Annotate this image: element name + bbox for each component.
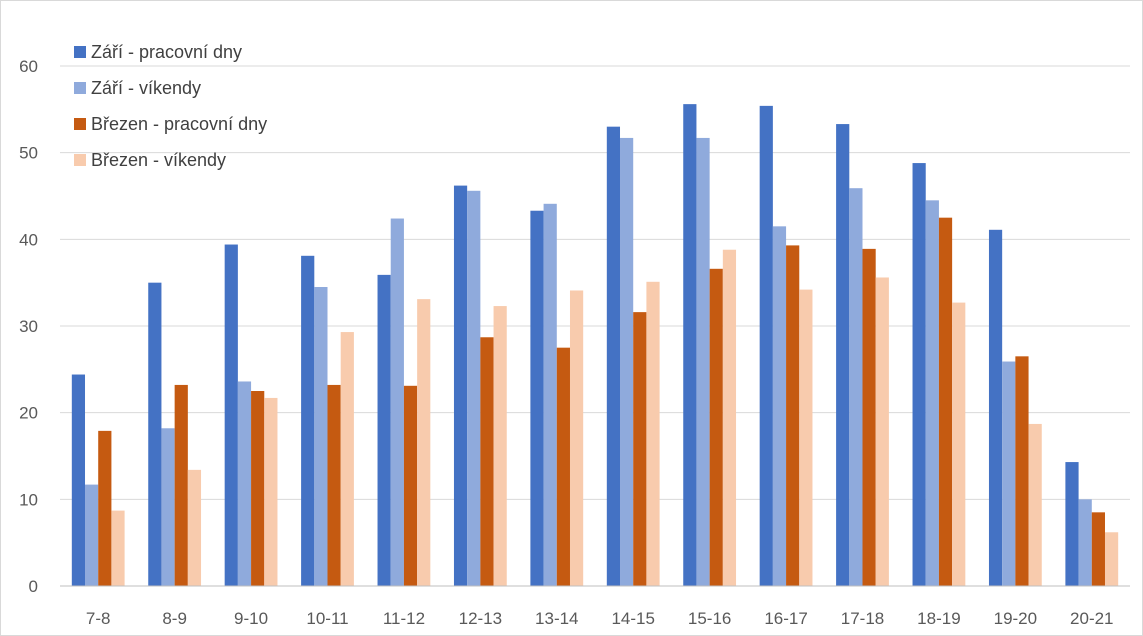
x-tick-label: 8-9 xyxy=(162,609,187,628)
bar xyxy=(453,185,468,586)
legend-label: Září - pracovní dny xyxy=(91,42,242,62)
bar xyxy=(606,126,621,587)
legend-label: Březen - pracovní dny xyxy=(91,114,267,134)
bar xyxy=(759,105,773,587)
bar xyxy=(988,229,1003,587)
legend-swatch xyxy=(74,82,86,94)
bar xyxy=(836,124,850,586)
x-tick-label: 18-19 xyxy=(917,609,960,628)
bar xyxy=(224,244,238,586)
bar xyxy=(390,218,404,586)
bar xyxy=(683,104,697,586)
y-tick-label: 30 xyxy=(19,317,38,336)
bar xyxy=(556,347,570,586)
legend-swatch xyxy=(74,118,86,130)
bars xyxy=(71,104,1119,587)
x-tick-label: 12-13 xyxy=(459,609,502,628)
bar xyxy=(237,381,252,586)
legend-swatch xyxy=(74,46,86,58)
bar xyxy=(543,203,557,587)
series-2 xyxy=(98,217,1105,587)
bar xyxy=(722,249,737,587)
bar xyxy=(71,374,86,586)
legend-item: Březen - víkendy xyxy=(74,150,226,170)
x-tick-label: 20-21 xyxy=(1070,609,1113,628)
bar xyxy=(620,137,634,586)
bar xyxy=(264,397,278,586)
legend: Září - pracovní dny Září - víkendy Březen … xyxy=(74,42,267,170)
bar xyxy=(530,210,544,587)
x-tick-label: 15-16 xyxy=(688,609,731,628)
bar xyxy=(952,302,966,586)
x-tick-label: 17-18 xyxy=(841,609,884,628)
bar xyxy=(633,312,647,586)
y-axis-ticks: 0 10 20 30 40 50 60 xyxy=(19,57,38,596)
bar xyxy=(799,289,813,586)
y-tick-label: 20 xyxy=(19,404,38,423)
bar xyxy=(314,287,328,586)
bar xyxy=(849,188,863,586)
x-tick-label: 13-14 xyxy=(535,609,578,628)
bar xyxy=(709,268,723,586)
bar xyxy=(569,290,584,586)
x-tick-label: 7-8 xyxy=(86,609,111,628)
bar xyxy=(111,510,125,586)
bar xyxy=(1078,499,1092,586)
y-tick-label: 60 xyxy=(19,57,38,76)
legend-item: Září - pracovní dny xyxy=(74,42,242,62)
bar xyxy=(377,274,391,586)
x-axis-ticks: 7-8 8-9 9-10 10-11 11-12 12-13 13-14 14-15 15-16… xyxy=(86,609,1114,628)
y-tick-label: 10 xyxy=(19,490,38,509)
bar xyxy=(493,306,507,586)
series-0 xyxy=(71,104,1079,587)
legend-label: Září - víkendy xyxy=(91,78,201,98)
legend-item: Září - víkendy xyxy=(74,78,201,98)
x-tick-label: 16-17 xyxy=(764,609,807,628)
x-tick-label: 11-12 xyxy=(383,609,425,628)
bar xyxy=(98,430,112,586)
bar xyxy=(187,469,202,586)
bar xyxy=(148,282,162,586)
x-tick-label: 14-15 xyxy=(611,609,654,628)
bar xyxy=(340,332,354,586)
x-tick-label: 19-20 xyxy=(994,609,1037,628)
bar xyxy=(1028,423,1042,586)
bar xyxy=(696,137,710,586)
legend-swatch xyxy=(74,154,86,166)
legend-item: Březen - pracovní dny xyxy=(74,114,267,134)
series-1 xyxy=(85,137,1092,587)
bar xyxy=(646,281,660,586)
y-tick-label: 50 xyxy=(19,144,38,163)
bar xyxy=(403,385,418,586)
y-tick-label: 40 xyxy=(19,230,38,249)
x-tick-label: 9-10 xyxy=(234,609,268,628)
bar xyxy=(1002,361,1016,586)
bar xyxy=(161,428,175,586)
bar xyxy=(1065,462,1079,586)
bar xyxy=(938,217,953,587)
legend-label: Březen - víkendy xyxy=(91,150,226,170)
bar xyxy=(862,248,876,586)
bar xyxy=(417,299,431,586)
bar xyxy=(912,163,926,586)
x-tick-label: 10-11 xyxy=(306,609,348,628)
bar xyxy=(786,245,800,586)
bar xyxy=(875,277,889,586)
bar xyxy=(467,190,481,587)
bar xyxy=(925,200,939,586)
bar xyxy=(1104,532,1119,586)
bar xyxy=(301,255,315,587)
bar xyxy=(1091,512,1105,586)
bar xyxy=(85,484,99,586)
y-tick-label: 0 xyxy=(29,577,38,596)
series-3 xyxy=(111,249,1119,587)
bar xyxy=(327,384,341,586)
bar xyxy=(1015,356,1029,586)
bar xyxy=(174,384,188,586)
bar xyxy=(772,226,787,586)
bar xyxy=(251,391,265,586)
bar xyxy=(480,337,494,586)
